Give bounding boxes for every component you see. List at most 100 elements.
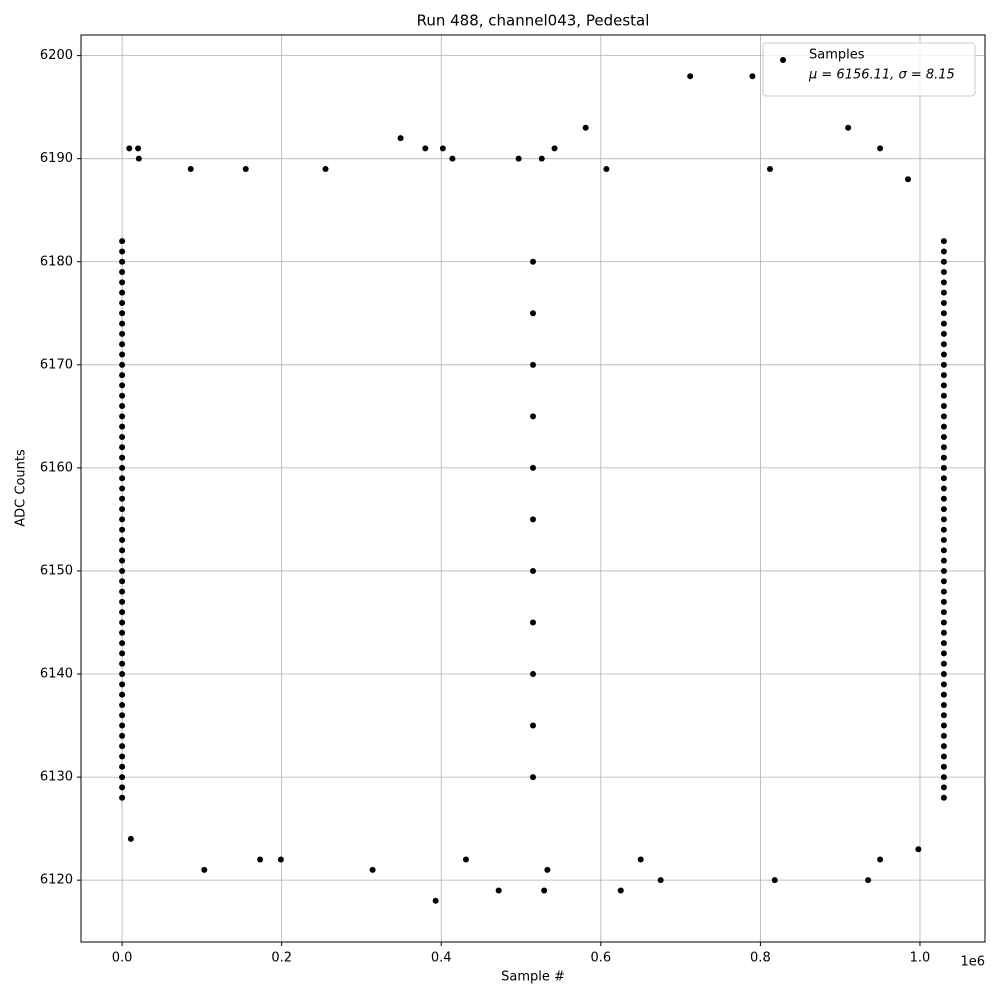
point bbox=[940, 712, 947, 719]
y-tick-label: 6190 bbox=[40, 151, 73, 166]
point bbox=[940, 382, 947, 389]
point bbox=[135, 155, 142, 162]
point bbox=[940, 609, 947, 616]
y-tick-label: 6160 bbox=[40, 460, 73, 475]
point bbox=[257, 856, 264, 863]
point bbox=[119, 248, 126, 255]
point bbox=[940, 361, 947, 368]
point bbox=[530, 671, 536, 678]
point bbox=[940, 392, 947, 399]
point bbox=[940, 403, 947, 410]
point bbox=[940, 413, 947, 420]
point bbox=[530, 413, 536, 420]
y-tick-label: 6130 bbox=[40, 770, 73, 785]
point bbox=[877, 145, 884, 152]
point bbox=[940, 464, 947, 471]
point bbox=[119, 330, 126, 337]
point bbox=[940, 774, 947, 781]
point bbox=[530, 258, 536, 265]
point bbox=[940, 671, 947, 678]
point bbox=[940, 578, 947, 585]
point bbox=[530, 361, 536, 368]
point bbox=[940, 310, 947, 317]
point bbox=[530, 567, 536, 574]
point bbox=[940, 495, 947, 502]
point bbox=[119, 671, 126, 678]
point bbox=[119, 485, 126, 492]
point bbox=[771, 877, 778, 884]
point bbox=[940, 433, 947, 440]
point bbox=[940, 330, 947, 337]
point bbox=[940, 743, 947, 750]
point bbox=[915, 846, 922, 853]
point bbox=[940, 289, 947, 296]
point bbox=[940, 537, 947, 544]
point bbox=[530, 310, 536, 317]
point bbox=[201, 866, 208, 873]
point bbox=[119, 743, 126, 750]
point bbox=[119, 609, 126, 616]
point bbox=[940, 526, 947, 533]
point bbox=[687, 73, 694, 80]
point bbox=[277, 856, 284, 863]
point bbox=[865, 877, 872, 884]
point bbox=[119, 547, 126, 554]
point bbox=[495, 887, 502, 894]
point bbox=[119, 403, 126, 410]
point bbox=[119, 722, 126, 729]
x-offset-label: 1e6 bbox=[960, 955, 985, 970]
x-tick-label: 0.0 bbox=[112, 951, 133, 966]
x-tick-label: 1.0 bbox=[910, 951, 931, 966]
chart-title: Run 488, channel043, Pedestal bbox=[417, 12, 650, 30]
point bbox=[530, 774, 536, 781]
y-axis-label: ADC Counts bbox=[14, 449, 29, 527]
point bbox=[515, 155, 522, 162]
point bbox=[940, 629, 947, 636]
point bbox=[119, 258, 126, 265]
point bbox=[119, 598, 126, 605]
point bbox=[940, 485, 947, 492]
point bbox=[637, 856, 644, 863]
point bbox=[940, 351, 947, 358]
point bbox=[119, 351, 126, 358]
point bbox=[119, 712, 126, 719]
legend-marker bbox=[780, 57, 786, 63]
point bbox=[940, 423, 947, 430]
point bbox=[119, 784, 126, 791]
point bbox=[119, 578, 126, 585]
point bbox=[119, 279, 126, 286]
point bbox=[530, 619, 536, 626]
point bbox=[530, 464, 536, 471]
x-tick-label: 0.4 bbox=[431, 951, 452, 966]
point bbox=[119, 361, 126, 368]
point bbox=[538, 155, 545, 162]
point bbox=[432, 897, 439, 904]
point bbox=[119, 763, 126, 770]
point bbox=[940, 506, 947, 513]
y-tick-label: 6170 bbox=[40, 357, 73, 372]
point bbox=[119, 269, 126, 276]
point bbox=[119, 681, 126, 688]
point bbox=[940, 640, 947, 647]
point bbox=[657, 877, 664, 884]
point bbox=[119, 423, 126, 430]
point bbox=[940, 475, 947, 482]
point bbox=[530, 722, 536, 729]
x-axis-label: Sample # bbox=[501, 970, 565, 985]
point bbox=[940, 660, 947, 667]
y-tick-label: 6150 bbox=[40, 563, 73, 578]
point bbox=[119, 506, 126, 513]
point bbox=[242, 165, 249, 172]
point bbox=[119, 753, 126, 760]
point bbox=[119, 526, 126, 533]
point bbox=[940, 238, 947, 245]
point bbox=[940, 753, 947, 760]
point bbox=[119, 557, 126, 564]
point bbox=[369, 866, 376, 873]
point bbox=[119, 567, 126, 574]
point bbox=[940, 248, 947, 255]
plot-frame bbox=[80, 34, 986, 943]
point bbox=[940, 454, 947, 461]
point bbox=[439, 145, 446, 152]
